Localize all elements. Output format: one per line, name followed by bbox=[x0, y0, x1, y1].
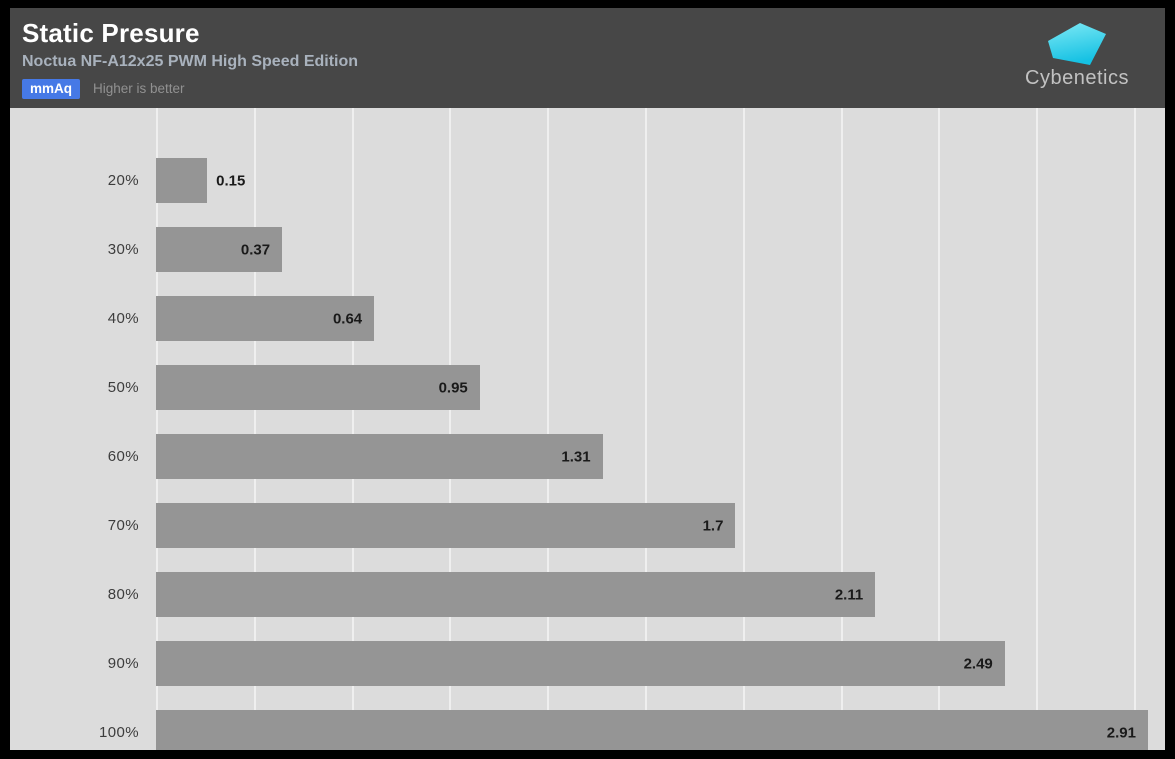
category-label: 20% bbox=[107, 172, 139, 189]
value-label: 0.95 bbox=[438, 379, 468, 396]
category-label: 90% bbox=[107, 655, 139, 672]
bar-track: 0.15 bbox=[156, 158, 1165, 203]
category-label: 30% bbox=[107, 241, 139, 258]
bar: 1.31 bbox=[156, 434, 603, 479]
value-label: 1.31 bbox=[561, 448, 591, 465]
bar-row: 90% 2.49 bbox=[10, 641, 1165, 686]
bar-row: 80% 2.11 bbox=[10, 572, 1165, 617]
gridline bbox=[1036, 108, 1039, 750]
value-label: 2.11 bbox=[834, 586, 864, 603]
bar-track: 2.49 bbox=[156, 641, 1165, 686]
category-label: 100% bbox=[99, 724, 139, 741]
bar: 0.95 bbox=[156, 365, 480, 410]
bar-chart-plot-area: 20% 0.15 30% 0.37 40% 0.64 50% 0.95 60% 1.31 70% 1.… bbox=[10, 108, 1165, 750]
bar-track: 0.64 bbox=[156, 296, 1165, 341]
bar: 1.7 bbox=[156, 503, 736, 548]
chart-subtitle: Noctua NF-A12x25 PWM High Speed Edition bbox=[22, 52, 359, 70]
gridline bbox=[449, 108, 452, 750]
bar-track: 2.11 bbox=[156, 572, 1165, 617]
gridline bbox=[742, 108, 745, 750]
bar: 0.37 bbox=[156, 227, 283, 272]
bar-row: 50% 0.95 bbox=[10, 365, 1165, 410]
bar: 2.91 bbox=[156, 710, 1148, 750]
value-label: 0.15 bbox=[216, 172, 246, 189]
bar-row: 70% 1.7 bbox=[10, 503, 1165, 548]
cybenetics-logo-text: Cybenetics bbox=[1025, 67, 1129, 89]
gridline bbox=[156, 108, 158, 750]
gridline bbox=[645, 108, 647, 750]
bar-track: 2.91 bbox=[156, 710, 1165, 750]
chart-meta-row: mmAq Higher is better bbox=[22, 78, 1165, 99]
bar-row: 60% 1.31 bbox=[10, 434, 1165, 479]
chart-header: Static Presure Noctua NF-A12x25 PWM High… bbox=[10, 8, 1165, 108]
bar-row: 20% 0.15 bbox=[10, 158, 1165, 203]
value-label: 2.91 bbox=[1106, 724, 1136, 741]
category-label: 70% bbox=[107, 517, 139, 534]
gridline bbox=[1134, 108, 1136, 750]
bar: 2.11 bbox=[156, 572, 876, 617]
chart-inner: Static Presure Noctua NF-A12x25 PWM High… bbox=[10, 8, 1165, 750]
category-label: 80% bbox=[107, 586, 139, 603]
cybenetics-logo-icon bbox=[1046, 22, 1108, 66]
unit-badge: mmAq bbox=[22, 78, 81, 99]
chart-title: Static Presure bbox=[22, 18, 200, 48]
value-label: 1.7 bbox=[702, 517, 724, 534]
gridline bbox=[547, 108, 550, 750]
gridline bbox=[351, 108, 354, 750]
bar-track: 0.37 bbox=[156, 227, 1165, 272]
bar-row: 30% 0.37 bbox=[10, 227, 1165, 272]
gridline bbox=[840, 108, 843, 750]
value-label: 0.64 bbox=[332, 310, 363, 327]
category-label: 60% bbox=[107, 448, 139, 465]
bar-row: 100% 2.91 bbox=[10, 710, 1165, 750]
bar: 2.49 bbox=[156, 641, 1005, 686]
gridline bbox=[938, 108, 941, 750]
bar-track: 0.95 bbox=[156, 365, 1165, 410]
bar: 0.64 bbox=[156, 296, 375, 341]
category-label: 50% bbox=[107, 379, 139, 396]
bar-row: 40% 0.64 bbox=[10, 296, 1165, 341]
bar-track: 1.7 bbox=[156, 503, 1165, 548]
cybenetics-logo: Cybenetics bbox=[1007, 22, 1147, 90]
category-label: 40% bbox=[107, 310, 139, 327]
higher-is-better-note: Higher is better bbox=[93, 81, 185, 97]
value-label: 2.49 bbox=[963, 655, 993, 672]
bar-track: 1.31 bbox=[156, 434, 1165, 479]
value-label: 0.37 bbox=[240, 241, 271, 258]
gridline bbox=[253, 108, 256, 750]
bar: 0.15 bbox=[156, 158, 245, 203]
